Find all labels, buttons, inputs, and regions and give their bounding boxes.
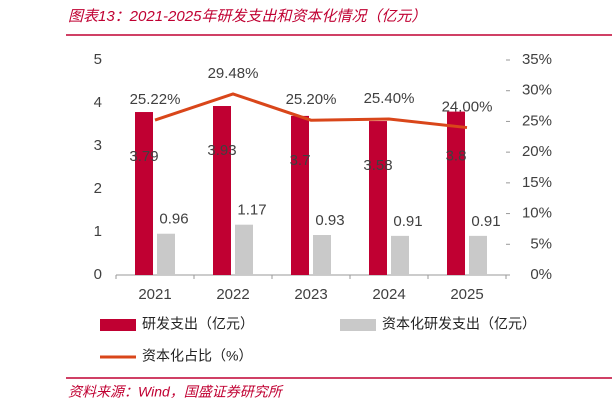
- y2-tick-label: 30%: [522, 82, 552, 99]
- x-tick-label: 2023: [294, 286, 327, 303]
- value-label: 29.48%: [208, 65, 259, 82]
- value-label: 3.58: [363, 157, 392, 174]
- y2-tick-label: 25%: [522, 112, 552, 129]
- legend-swatch: [340, 319, 376, 331]
- value-label: 0.93: [315, 212, 344, 229]
- legend-label: 资本化占比（%）: [142, 348, 252, 364]
- value-label: 1.17: [237, 202, 266, 219]
- bar: [213, 106, 231, 275]
- legend-swatch: [100, 319, 136, 331]
- value-label: 3.8: [446, 148, 467, 165]
- value-label: 3.79: [129, 148, 158, 165]
- value-label: 25.22%: [130, 91, 181, 108]
- x-tick-label: 2022: [216, 286, 249, 303]
- line: [154, 92, 468, 130]
- value-label: 3.93: [207, 142, 236, 159]
- y2-tick-label: 5%: [530, 235, 552, 252]
- y-tick-label: 2: [94, 180, 102, 197]
- value-label: 0.91: [471, 213, 500, 230]
- bar: [447, 111, 465, 275]
- value-label: 0.96: [159, 211, 188, 228]
- value-label: 3.7: [290, 152, 311, 169]
- bar: [235, 224, 253, 275]
- source: 资料来源：Wind，国盛证券研究所: [68, 384, 284, 400]
- x-tick-label: 2024: [372, 286, 405, 303]
- bar: [313, 235, 331, 275]
- y2-tick-label: 10%: [522, 205, 552, 222]
- value-label: 24.00%: [442, 99, 493, 116]
- bar: [391, 235, 409, 275]
- value-label: 25.20%: [286, 91, 337, 108]
- y2-tick-label: 20%: [522, 143, 552, 160]
- value-label: 25.40%: [364, 90, 415, 107]
- y-tick-label: 0: [94, 266, 102, 283]
- bar: [469, 235, 487, 275]
- y-tick-label: 3: [94, 137, 102, 154]
- y-tick-label: 1: [94, 223, 102, 240]
- bar: [157, 233, 175, 275]
- x-tick-label: 2021: [138, 286, 171, 303]
- bar: [291, 115, 309, 276]
- legend-label: 资本化研发支出（亿元）: [382, 316, 536, 332]
- x-tick-label: 2025: [450, 286, 483, 303]
- bar: [135, 112, 153, 275]
- bar: [369, 121, 387, 275]
- y2-tick-label: 15%: [522, 174, 552, 191]
- y2-tick-label: 0%: [530, 266, 552, 283]
- y-tick-label: 5: [94, 51, 102, 68]
- y-tick-label: 4: [94, 94, 102, 111]
- y2-tick-label: 35%: [522, 51, 552, 68]
- value-label: 0.91: [393, 213, 422, 230]
- legend-label: 研发支出（亿元）: [142, 316, 254, 332]
- chart-title: 图表13：2021-2025年研发支出和资本化情况（亿元）: [68, 8, 426, 25]
